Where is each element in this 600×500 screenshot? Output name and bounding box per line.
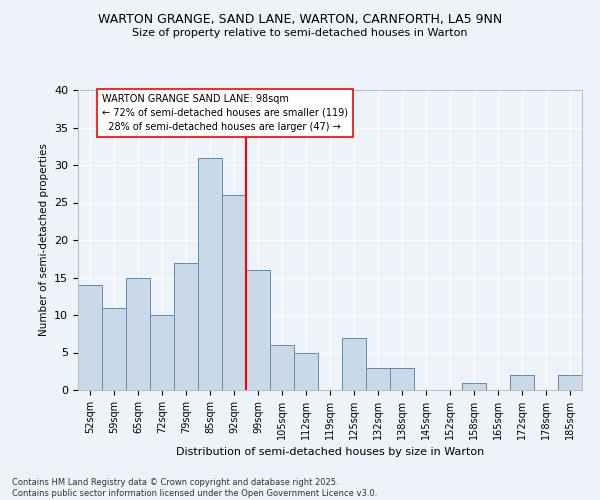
Bar bbox=[174, 262, 198, 390]
Y-axis label: Number of semi-detached properties: Number of semi-detached properties bbox=[38, 144, 49, 336]
Bar bbox=[102, 308, 126, 390]
Bar bbox=[294, 352, 318, 390]
Bar bbox=[78, 285, 102, 390]
Text: Contains HM Land Registry data © Crown copyright and database right 2025.
Contai: Contains HM Land Registry data © Crown c… bbox=[12, 478, 377, 498]
Bar bbox=[198, 158, 222, 390]
Bar bbox=[126, 278, 150, 390]
Bar bbox=[462, 382, 486, 390]
Bar bbox=[150, 315, 174, 390]
Bar bbox=[390, 368, 414, 390]
Bar bbox=[558, 375, 582, 390]
X-axis label: Distribution of semi-detached houses by size in Warton: Distribution of semi-detached houses by … bbox=[176, 448, 484, 458]
Bar bbox=[246, 270, 270, 390]
Bar bbox=[366, 368, 390, 390]
Bar bbox=[342, 338, 366, 390]
Bar bbox=[510, 375, 534, 390]
Text: Size of property relative to semi-detached houses in Warton: Size of property relative to semi-detach… bbox=[132, 28, 468, 38]
Bar bbox=[222, 195, 246, 390]
Bar bbox=[270, 345, 294, 390]
Text: WARTON GRANGE, SAND LANE, WARTON, CARNFORTH, LA5 9NN: WARTON GRANGE, SAND LANE, WARTON, CARNFO… bbox=[98, 12, 502, 26]
Text: WARTON GRANGE SAND LANE: 98sqm
← 72% of semi-detached houses are smaller (119)
 : WARTON GRANGE SAND LANE: 98sqm ← 72% of … bbox=[102, 94, 348, 132]
